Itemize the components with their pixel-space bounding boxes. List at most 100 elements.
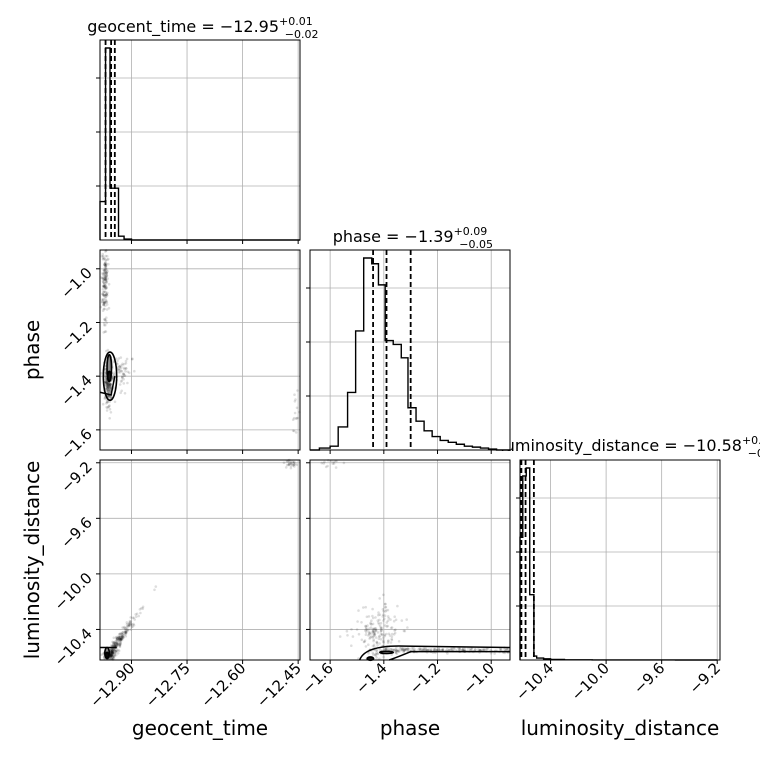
sample-point (105, 293, 108, 296)
sample-point (377, 637, 381, 641)
sample-point (110, 651, 114, 654)
sample-point (384, 606, 387, 609)
sample-point (374, 629, 378, 633)
sample-point (140, 607, 143, 610)
sample-point (107, 388, 110, 391)
sample-point (372, 630, 376, 634)
sample-point (103, 317, 106, 321)
sample-point (104, 286, 107, 290)
sample-point (102, 280, 105, 284)
sample-point (104, 268, 107, 272)
sample-point (291, 463, 295, 467)
sample-point (113, 400, 117, 404)
sample-point (111, 649, 115, 652)
sample-point (106, 383, 110, 386)
sample-point (101, 292, 104, 296)
sample-point (113, 651, 116, 655)
sample-point (111, 654, 114, 658)
sample-point (106, 258, 109, 262)
sample-point (102, 303, 105, 306)
sample-point (118, 637, 122, 641)
sample-point (292, 429, 296, 433)
sample-point (113, 653, 116, 656)
sample-point (394, 651, 398, 655)
sample-point (118, 635, 122, 638)
sample-point (290, 462, 293, 466)
sample-point (489, 648, 493, 652)
sample-point (119, 632, 122, 636)
sample-point (381, 613, 385, 617)
sample-point (108, 382, 112, 385)
x-tick-label: −1.2 (406, 659, 444, 697)
sample-point (368, 637, 371, 640)
title-lower-error: −0.05 (459, 238, 493, 251)
sample-point (119, 637, 122, 640)
sample-point (130, 358, 134, 361)
sample-point (376, 631, 380, 634)
sample-point (118, 365, 121, 368)
sample-point (115, 641, 118, 644)
sample-point (106, 277, 109, 280)
sample-point (111, 649, 115, 653)
sample-point (356, 620, 359, 623)
sample-point (375, 641, 379, 645)
sample-point (378, 624, 382, 628)
sample-point (104, 278, 107, 282)
sample-point (119, 642, 122, 645)
sample-point (129, 628, 133, 631)
sample-point (129, 623, 133, 626)
sample-point (424, 648, 427, 651)
sample-point (105, 321, 108, 325)
sample-point (104, 277, 108, 281)
sample-point (376, 652, 379, 656)
sample-point (292, 462, 296, 465)
panel-border (99, 39, 301, 241)
sample-point (113, 641, 116, 644)
sample-point (370, 632, 373, 635)
sample-point (116, 637, 119, 640)
sample-point (368, 631, 371, 635)
sample-point (407, 647, 411, 651)
panel-border (99, 249, 301, 451)
sample-point (105, 286, 109, 289)
sample-point (469, 647, 472, 650)
sample-point (101, 279, 105, 283)
sample-point (118, 644, 122, 647)
panel-grid (100, 250, 300, 450)
sample-point (422, 648, 426, 652)
sample-point (378, 642, 381, 645)
panel-border (309, 249, 511, 451)
sample-point (103, 294, 106, 297)
sample-point (376, 652, 379, 655)
sample-point (118, 370, 122, 374)
sample-point (400, 648, 403, 651)
sample-point (368, 633, 371, 636)
sample-point (105, 349, 108, 353)
sample-point (119, 638, 123, 641)
sample-point (103, 284, 106, 288)
sample-point (377, 621, 380, 624)
sample-point (116, 637, 119, 640)
sample-point (104, 368, 107, 371)
sample-point (106, 384, 110, 388)
y-tick-label: −9.6 (57, 513, 95, 551)
sample-point (153, 588, 156, 592)
sample-point (123, 625, 126, 629)
sample-point (103, 375, 107, 379)
x-tick-label: −1.4 (352, 659, 390, 697)
sample-point (350, 628, 353, 631)
sample-point (116, 637, 120, 640)
sample-point (106, 348, 110, 352)
sample-point (100, 301, 104, 304)
sample-point (371, 614, 374, 618)
sample-point (124, 630, 127, 633)
sample-point (101, 256, 105, 259)
sample-point (375, 641, 379, 644)
sample-point (367, 630, 371, 634)
sample-point (103, 301, 107, 305)
sample-point (125, 622, 129, 626)
sample-point (108, 384, 112, 387)
sample-point (116, 642, 120, 645)
sample-point (104, 273, 107, 276)
sample-point (122, 636, 125, 639)
